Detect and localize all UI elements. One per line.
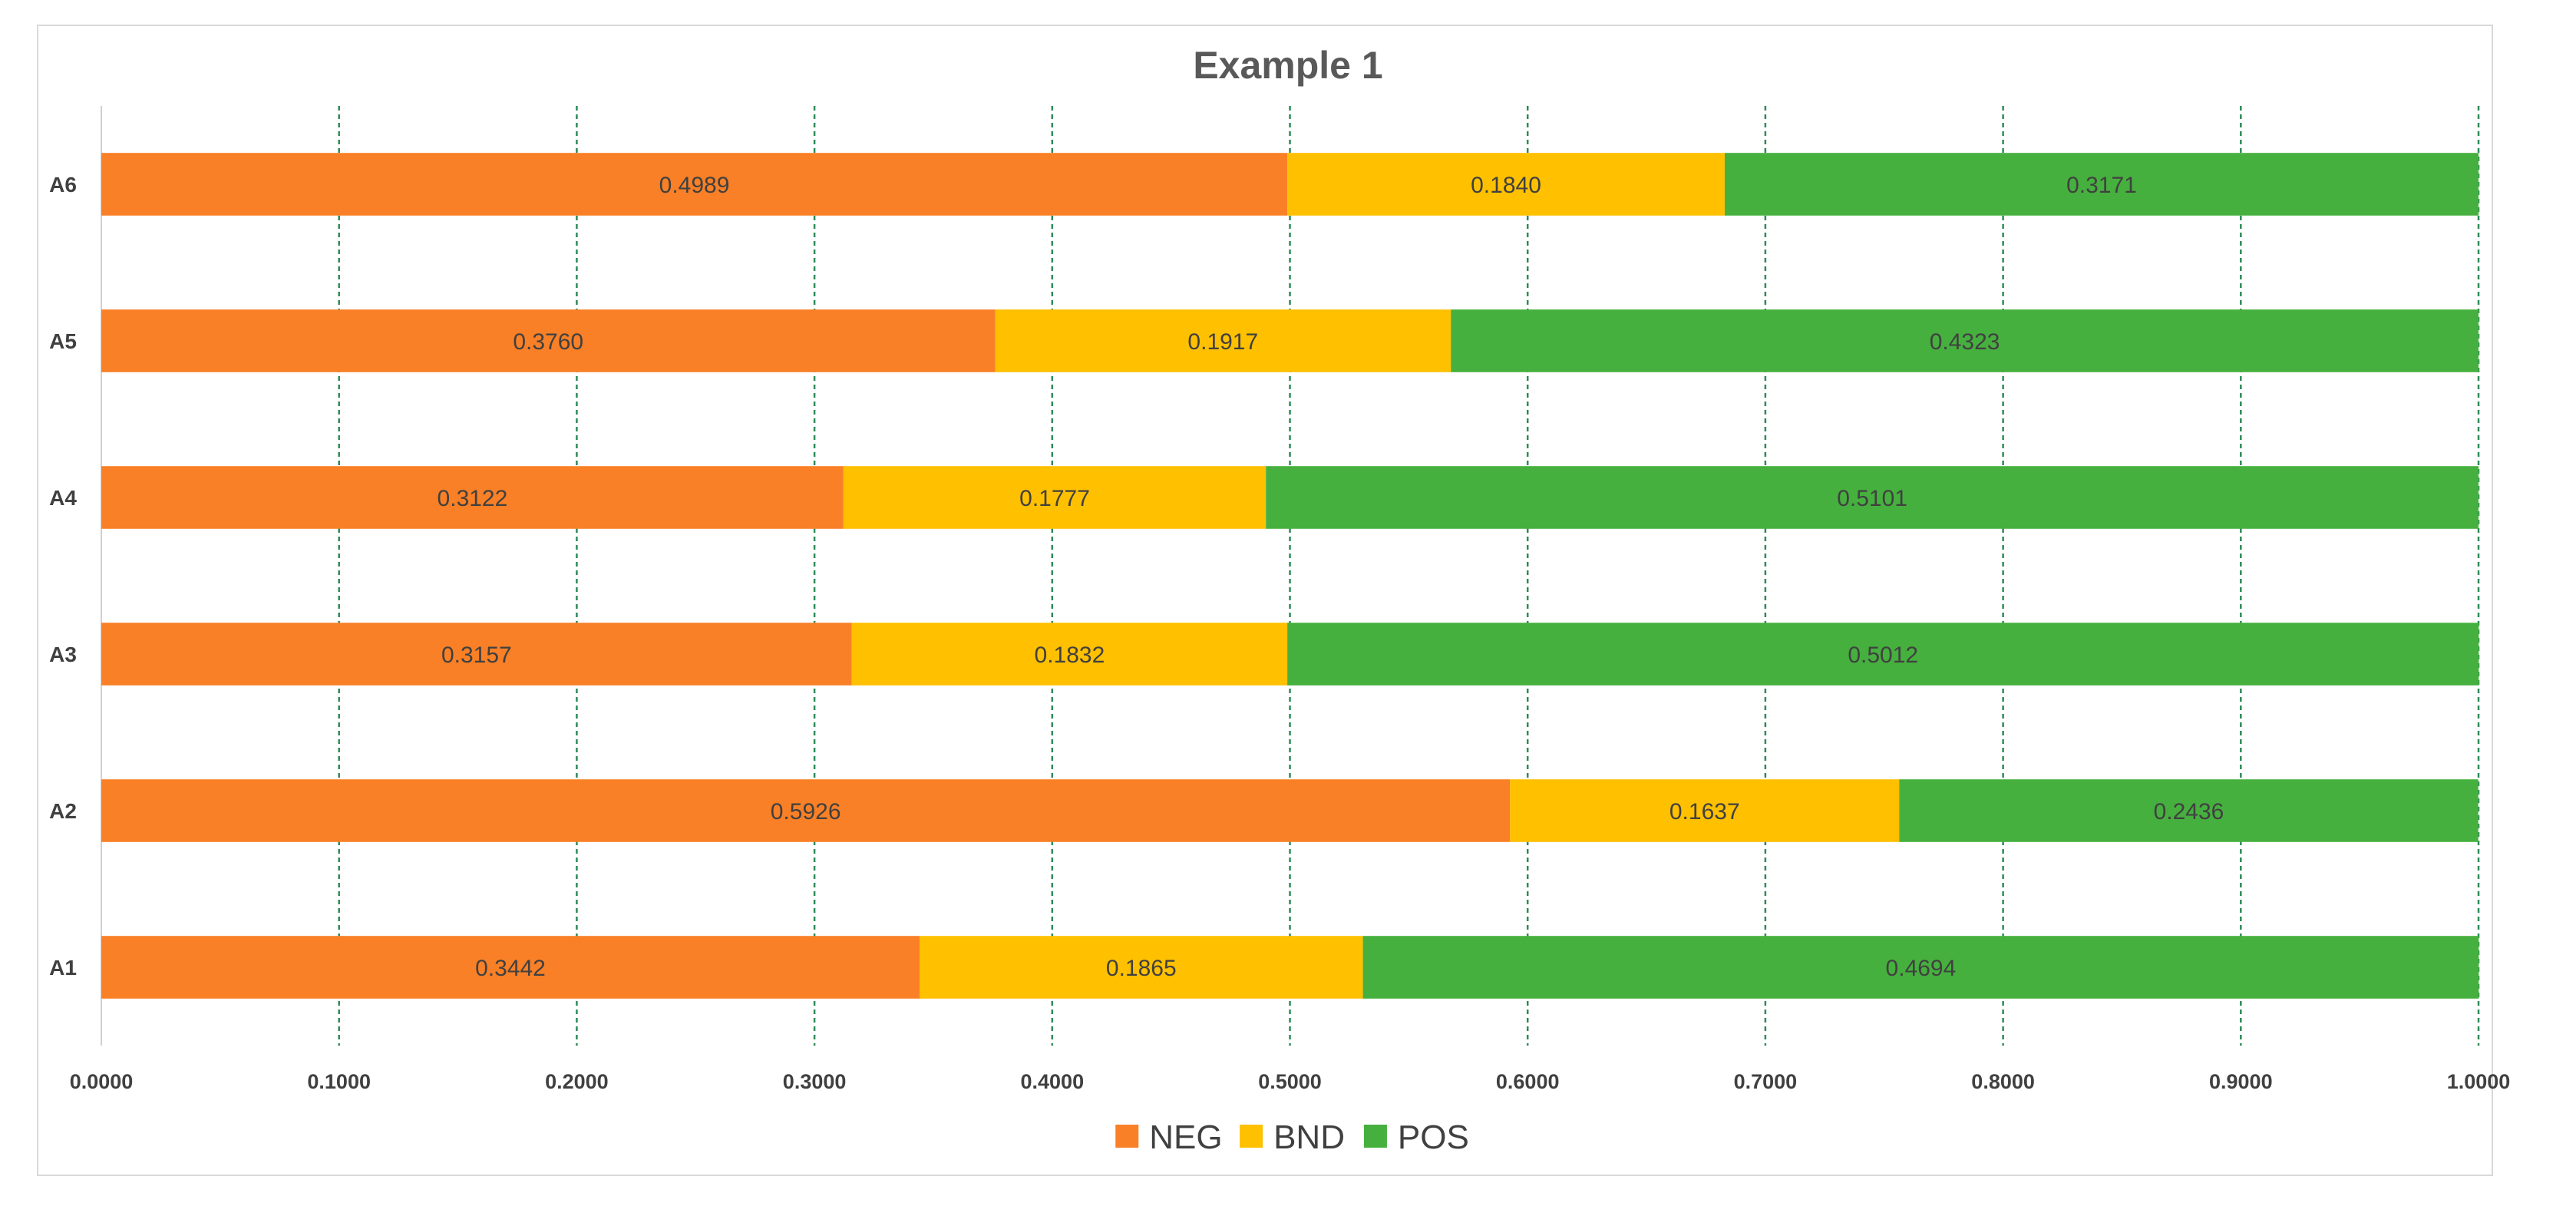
bar-segment	[1724, 153, 2479, 216]
x-tick-label: 0.2000	[545, 1070, 609, 1093]
data-label: 0.1865	[1106, 956, 1177, 981]
x-tick-label: 0.5000	[1258, 1070, 1322, 1093]
bar-segment	[1899, 779, 2479, 842]
chart-title: Example 1	[1193, 44, 1382, 87]
data-label: 0.5012	[1848, 643, 1918, 668]
data-label: 0.3760	[513, 329, 583, 355]
bar-segment	[851, 623, 1288, 686]
bar-segment	[1287, 153, 1725, 216]
legend-label: NEG	[1149, 1119, 1222, 1156]
x-tick-label: 0.7000	[1734, 1070, 1798, 1093]
category-label: A6	[49, 173, 77, 197]
data-label: 0.4323	[1930, 329, 2000, 355]
category-label: A1	[49, 956, 77, 980]
data-label: 0.1832	[1035, 643, 1105, 668]
bar-segment	[919, 936, 1363, 999]
value-axis: 0.0000 0.1000 0.2000 0.3000 0.4000 0.5000 0.60…	[70, 1070, 2511, 1093]
data-label: 0.5101	[1837, 486, 1907, 511]
bar-segment	[101, 466, 844, 529]
bar-segment	[1266, 466, 2479, 529]
bar-segment	[1510, 779, 1900, 842]
bar-segment	[1451, 309, 2479, 372]
bars-layer: 0.3442 0.1865 0.4694 0.5926 0.1637 0.2436 0.31…	[101, 153, 2479, 999]
x-tick-label: 0.8000	[1971, 1070, 2035, 1093]
legend-swatch	[1115, 1125, 1139, 1148]
data-label: 0.5926	[771, 799, 841, 824]
data-label: 0.4989	[659, 173, 730, 198]
bar-segment	[101, 309, 996, 372]
bar-segment	[101, 153, 1288, 216]
legend-swatch	[1240, 1125, 1263, 1148]
bar-segment	[1362, 936, 2479, 999]
data-label: 0.3171	[2066, 173, 2137, 198]
data-label: 0.1917	[1187, 329, 1258, 355]
bar-segment	[101, 779, 1511, 842]
bar-segment	[995, 309, 1451, 372]
x-tick-label: 0.0000	[70, 1070, 134, 1093]
data-label: 0.1777	[1019, 486, 1090, 511]
data-label: 0.1637	[1669, 799, 1740, 824]
x-tick-label: 0.9000	[2209, 1070, 2273, 1093]
x-tick-label: 0.1000	[307, 1070, 371, 1093]
x-tick-label: 0.4000	[1021, 1070, 1085, 1093]
x-tick-label: 1.0000	[2447, 1070, 2511, 1093]
grid-layer	[101, 106, 2480, 1046]
data-label: 0.3122	[438, 486, 508, 511]
data-label: 0.2436	[2154, 799, 2224, 824]
legend-swatch	[1363, 1125, 1387, 1148]
category-label: A3	[49, 643, 77, 666]
category-axis: A1 A2 A3 A4 A5 A6	[49, 173, 77, 980]
category-label: A5	[49, 329, 77, 353]
data-label: 0.4694	[1886, 956, 1957, 981]
bar-segment	[1287, 623, 2479, 686]
x-tick-label: 0.3000	[783, 1070, 847, 1093]
legend: NEG BND POS	[1115, 1119, 1469, 1156]
legend-label: POS	[1398, 1119, 1469, 1156]
legend-label: BND	[1273, 1119, 1345, 1156]
category-label: A2	[49, 799, 77, 823]
data-label: 0.3442	[475, 956, 546, 981]
category-label: A4	[49, 486, 77, 510]
data-label: 0.1840	[1471, 173, 1541, 198]
bar-segment	[101, 623, 852, 686]
bar-segment	[101, 936, 920, 999]
x-tick-label: 0.6000	[1496, 1070, 1560, 1093]
data-label: 0.3157	[441, 643, 512, 668]
bar-segment	[843, 466, 1267, 529]
